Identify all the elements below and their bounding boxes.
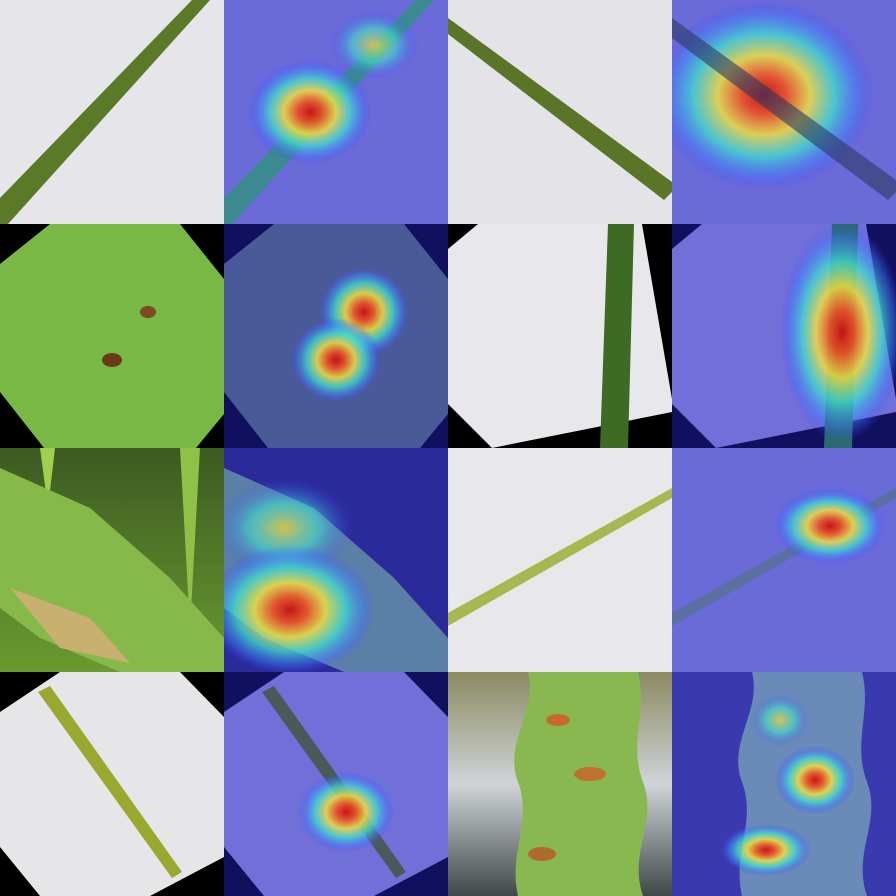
- heat-spot: [721, 824, 811, 876]
- heat-spot: [780, 224, 896, 442]
- heat-spot: [775, 746, 855, 814]
- leaf-photo: [0, 672, 224, 896]
- leaf: [448, 488, 672, 626]
- heatmap: [224, 448, 448, 672]
- heatmap: [672, 448, 896, 672]
- heat-spot: [774, 488, 886, 564]
- leaf: [672, 18, 896, 200]
- leaf-photo: [0, 224, 224, 448]
- heatmap: [672, 224, 896, 448]
- leaf-photo: [0, 448, 224, 672]
- leaf: [600, 224, 634, 448]
- heat-spot: [248, 60, 372, 164]
- leaf: [448, 18, 672, 200]
- leaf: [0, 224, 224, 448]
- heatmap: [224, 224, 448, 448]
- leaf: [0, 0, 210, 224]
- heat-spot: [750, 694, 810, 746]
- heat-spot: [224, 545, 375, 672]
- grass: [180, 448, 200, 628]
- heatmap: [672, 0, 896, 224]
- heat-spot: [329, 10, 419, 80]
- lesion: [10, 588, 130, 663]
- leaf-photo: [448, 224, 672, 448]
- lesion: [574, 767, 606, 781]
- leaf-photo: [448, 672, 672, 896]
- leaf: [38, 686, 182, 878]
- leaf-photo: [448, 448, 672, 672]
- heatmap: [672, 672, 896, 896]
- background-paper: [448, 224, 672, 448]
- lesion: [546, 714, 570, 726]
- leaf: [514, 672, 648, 896]
- lesion: [102, 353, 122, 367]
- heat-spot: [298, 772, 394, 852]
- lesion: [528, 847, 556, 861]
- heatmap: [224, 0, 448, 224]
- leaf-photo: [448, 0, 672, 224]
- grass: [40, 448, 55, 508]
- heat-spot: [291, 318, 381, 402]
- leaf-photo: [0, 0, 224, 224]
- lesion: [140, 306, 156, 318]
- heatmap: [224, 672, 448, 896]
